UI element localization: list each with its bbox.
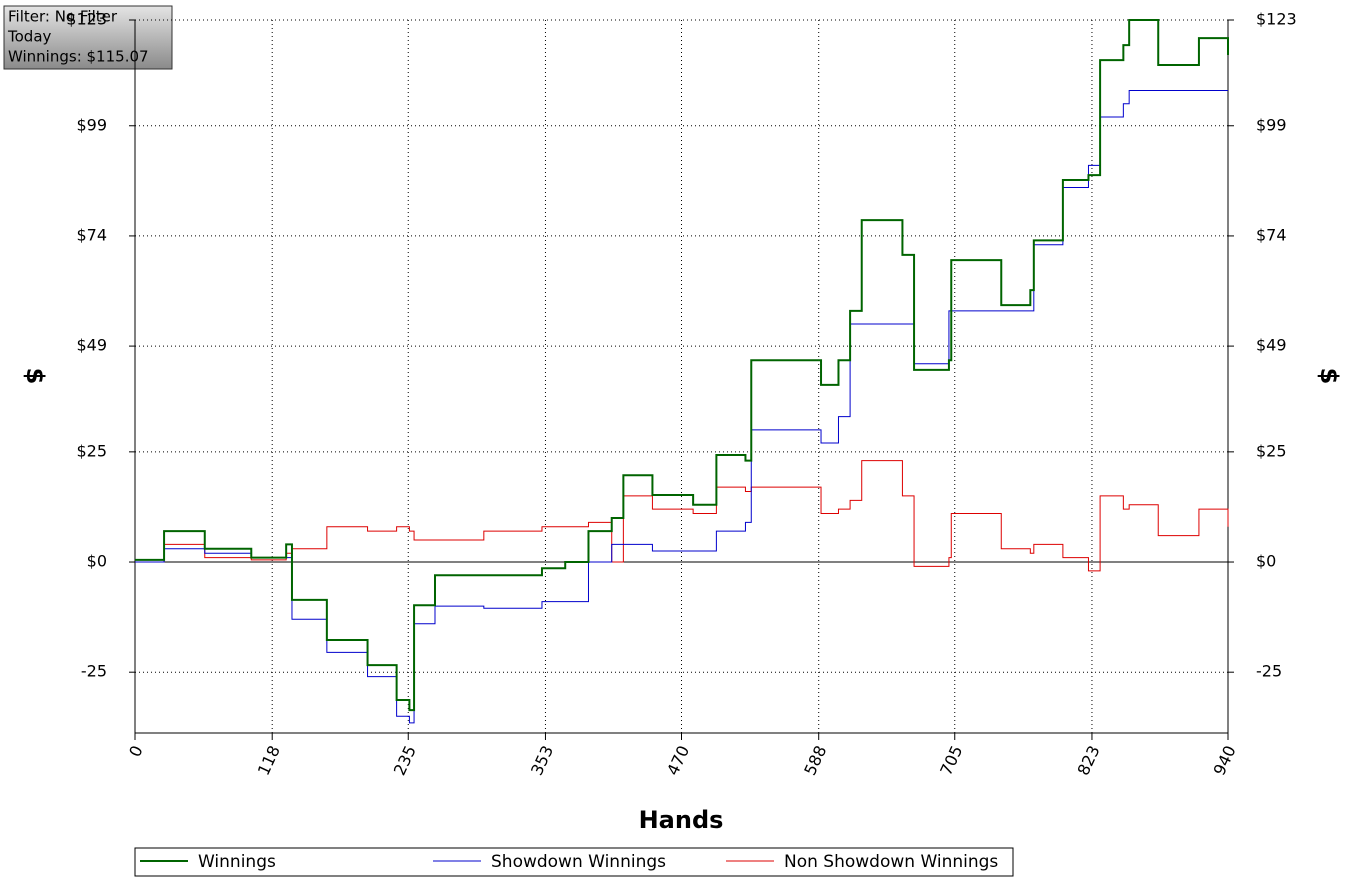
x-tick-label: 823: [1074, 743, 1104, 779]
info-box-line: Filter: No Filter: [8, 8, 118, 26]
x-tick-label: 705: [936, 743, 966, 779]
x-tick-label: 118: [254, 743, 284, 779]
y-axis-label: $: [21, 368, 49, 385]
y2-tick-label: $74: [1256, 225, 1287, 244]
info-box-line: Winnings: $115.07: [8, 48, 149, 66]
y2-tick-label: $49: [1256, 336, 1287, 355]
x-axis-label: Hands: [639, 806, 724, 834]
y-tick-label: $0: [87, 552, 107, 571]
line: [135, 460, 1229, 572]
legend-label: Showdown Winnings: [491, 852, 666, 872]
x-tick-label: 235: [390, 743, 420, 779]
y2-tick-label: $123: [1256, 10, 1297, 29]
info-box: [3, 5, 173, 70]
x-tick-label: 353: [527, 743, 557, 779]
info-box-bg: [3, 5, 173, 70]
y-tick-label: -25: [81, 662, 107, 681]
y2-tick-label: $0: [1256, 552, 1276, 571]
y-tick-label: $123: [66, 10, 107, 29]
y2-axis-label: $: [1315, 368, 1343, 385]
y2-tick-label: $25: [1256, 441, 1287, 460]
line: [135, 19, 1229, 712]
y2-tick-label: -25: [1256, 662, 1282, 681]
y-tick-label: $99: [76, 115, 107, 134]
y-tick-label: $49: [76, 336, 107, 355]
y2-tick-label: $99: [1256, 115, 1287, 134]
x-tick-label: 940: [1210, 743, 1240, 779]
x-tick-label: 0: [125, 743, 147, 760]
y-tick-label: $25: [76, 441, 107, 460]
legend: [134, 847, 1014, 877]
info-box-line: Today: [7, 28, 52, 46]
legend-label: Winnings: [198, 852, 276, 872]
x-tick-label: 588: [800, 743, 830, 779]
y-tick-label: $74: [76, 225, 107, 244]
x-tick-label: 470: [663, 743, 693, 779]
legend-label: Non Showdown Winnings: [784, 852, 998, 872]
